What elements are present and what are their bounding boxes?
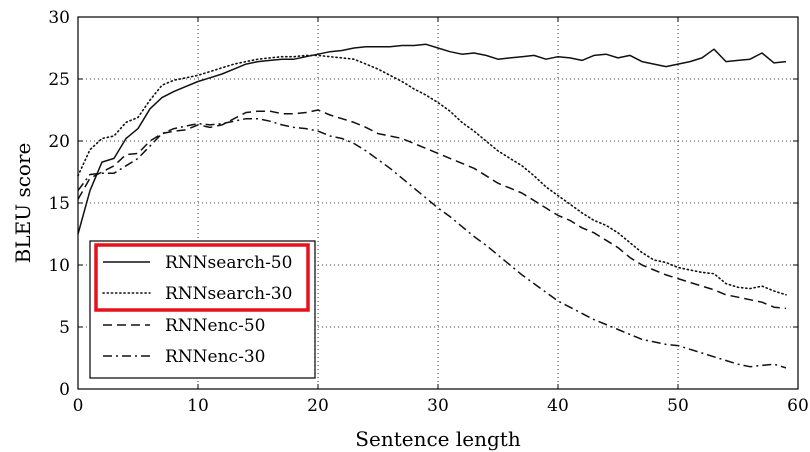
series-line-rnnsearch-50 (77, 43, 787, 235)
x-tick-label: 30 (427, 396, 449, 416)
highlight-box (94, 243, 310, 312)
legend-label-rnnsearch-30: RNNsearch-30 (165, 284, 292, 304)
series-line-rnnenc-50 (77, 109, 787, 310)
y-tick-label: 5 (59, 318, 70, 338)
legend-label-rnnenc-30: RNNenc-30 (165, 347, 265, 367)
series-line-rnnsearch-30 (77, 54, 787, 296)
x-tick-label: 10 (187, 396, 209, 416)
x-tick-label: 50 (667, 396, 689, 416)
x-tick-label: 20 (307, 396, 329, 416)
series-lines (77, 43, 787, 369)
series-line-rnnenc-30 (77, 117, 787, 369)
legend: RNNsearch-50 RNNsearch-30 RNNenc-50 RNNenc-… (89, 240, 316, 379)
y-axis-label: BLEU score (11, 143, 35, 264)
y-tick-label: 20 (48, 132, 70, 152)
y-tick-label: 25 (48, 70, 70, 90)
y-tick-label: 0 (59, 380, 70, 400)
x-axis-label: Sentence length (355, 427, 521, 451)
x-tick-label: 40 (547, 396, 569, 416)
axis-ticks: 0 10 20 30 40 50 60 0 5 10 15 20 25 30 (48, 8, 808, 416)
x-tick-label: 0 (73, 396, 84, 416)
x-tick-label: 60 (787, 396, 809, 416)
y-tick-label: 15 (48, 194, 70, 214)
y-tick-label: 30 (48, 8, 70, 28)
legend-label-rnnsearch-50: RNNsearch-50 (165, 253, 292, 273)
y-tick-label: 10 (48, 256, 70, 276)
legend-label-rnnenc-50: RNNenc-50 (165, 316, 265, 336)
